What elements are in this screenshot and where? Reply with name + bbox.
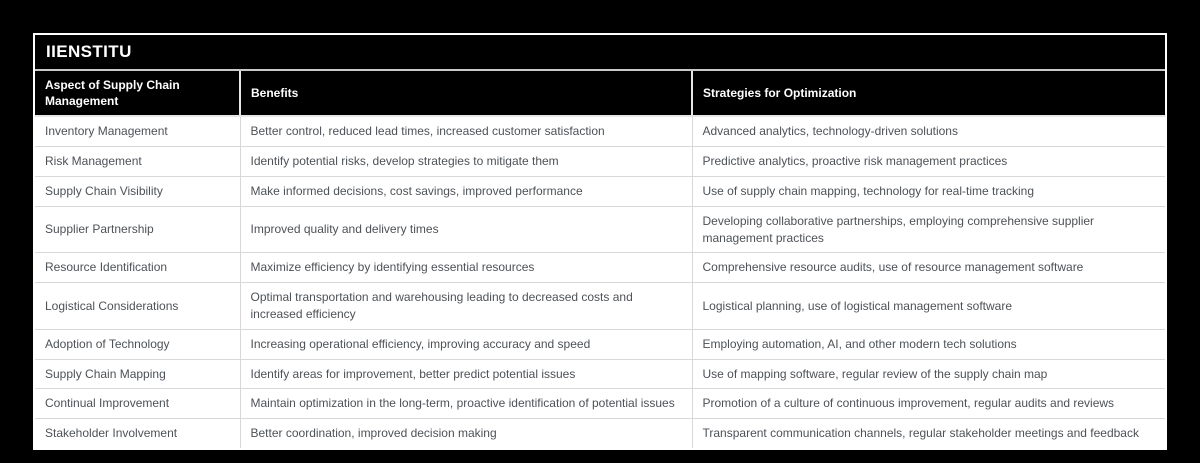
table-row: Supply Chain Visibility Make informed dec… [35,176,1165,207]
benefits-cell: Improved quality and delivery times [240,206,693,254]
aspect-cell: Stakeholder Involvement [35,418,241,448]
table-row: Supply Chain Mapping Identify areas for i… [35,359,1165,390]
supply-chain-table-card: IIENSTITU Aspect of Supply Chain Managem… [33,33,1167,450]
header-benefits: Benefits [240,71,693,118]
aspect-cell: Supply Chain Visibility [35,176,241,207]
aspect-cell: Supplier Partnership [35,206,241,254]
strategies-cell: Logistical planning, use of logistical m… [692,282,1165,330]
aspect-cell: Inventory Management [35,116,241,148]
table-row: Resource Identification Maximize efficien… [35,252,1165,284]
table-row: Logistical Considerations Optimal transpo… [35,282,1165,330]
table-body: Inventory Management Better control, redu… [35,116,1165,448]
strategies-cell: Predictive analytics, proactive risk man… [692,146,1165,177]
strategies-cell: Promotion of a culture of continuous imp… [692,388,1165,420]
header-row: Aspect of Supply Chain Management Benefi… [35,71,1165,118]
table-row: Continual Improvement Maintain optimizati… [35,388,1165,420]
benefits-cell: Better control, reduced lead times, incr… [240,116,693,148]
strategies-cell: Use of mapping software, regular review … [692,359,1165,390]
benefits-cell: Maximize efficiency by identifying essen… [240,252,693,284]
table-header: Aspect of Supply Chain Management Benefi… [35,71,1165,118]
aspect-cell: Adoption of Technology [35,329,241,360]
benefits-cell: Better coordination, improved decision m… [240,418,693,448]
benefits-cell: Identify potential risks, develop strate… [240,146,693,177]
table-row: Adoption of Technology Increasing operati… [35,329,1165,360]
strategies-cell: Employing automation, AI, and other mode… [692,329,1165,360]
table-row: Risk Management Identify potential risks,… [35,146,1165,177]
aspect-cell: Risk Management [35,146,241,177]
supply-chain-table: Aspect of Supply Chain Management Benefi… [35,71,1165,448]
aspect-cell: Continual Improvement [35,388,241,420]
strategies-cell: Comprehensive resource audits, use of re… [692,252,1165,284]
header-aspect: Aspect of Supply Chain Management [35,71,241,118]
table-row: Supplier Partnership Improved quality and… [35,206,1165,254]
aspect-cell: Resource Identification [35,252,241,284]
aspect-cell: Logistical Considerations [35,282,241,330]
strategies-cell: Advanced analytics, technology-driven so… [692,116,1165,148]
brand-bar: IIENSTITU [35,35,1165,71]
table-row: Inventory Management Better control, redu… [35,116,1165,148]
strategies-cell: Developing collaborative partnerships, e… [692,206,1165,254]
aspect-cell: Supply Chain Mapping [35,359,241,390]
strategies-cell: Use of supply chain mapping, technology … [692,176,1165,207]
table-row: Stakeholder Involvement Better coordinati… [35,418,1165,448]
brand-title: IIENSTITU [46,42,132,61]
benefits-cell: Make informed decisions, cost savings, i… [240,176,693,207]
benefits-cell: Maintain optimization in the long-term, … [240,388,693,420]
header-strategies: Strategies for Optimization [692,71,1165,118]
benefits-cell: Identify areas for improvement, better p… [240,359,693,390]
benefits-cell: Increasing operational efficiency, impro… [240,329,693,360]
benefits-cell: Optimal transportation and warehousing l… [240,282,693,330]
strategies-cell: Transparent communication channels, regu… [692,418,1165,448]
